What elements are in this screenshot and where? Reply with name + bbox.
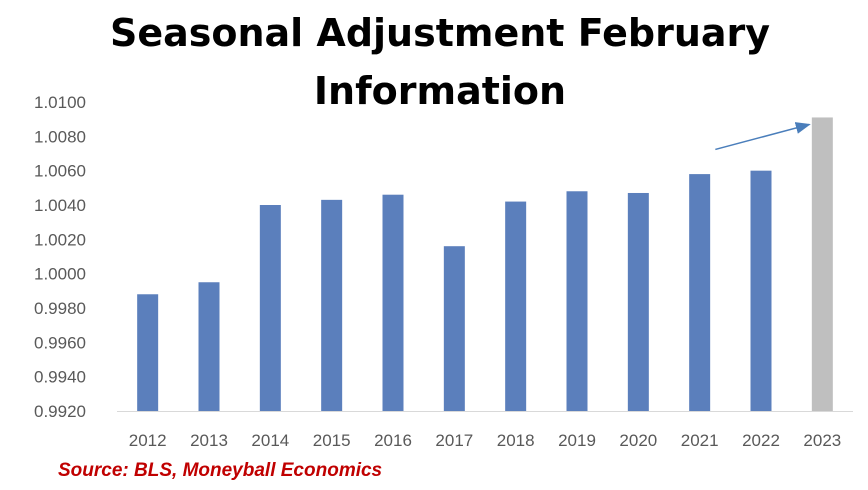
y-tick-label: 0.9920 bbox=[34, 402, 86, 421]
y-tick-label: 1.0100 bbox=[34, 93, 86, 112]
x-axis-ticks: 2012 2013 2014 2015 2016 2017 2018 2019 2020 2021… bbox=[129, 431, 841, 450]
bar-2022 bbox=[750, 170, 772, 411]
bar-2020 bbox=[627, 192, 649, 411]
x-tick-label: 2019 bbox=[558, 431, 596, 450]
y-tick-label: 1.0040 bbox=[34, 196, 86, 215]
x-tick-label: 2022 bbox=[742, 431, 780, 450]
bar-2015 bbox=[321, 199, 343, 411]
bar-2016 bbox=[382, 194, 404, 411]
x-tick-label: 2021 bbox=[681, 431, 719, 450]
x-tick-label: 2013 bbox=[190, 431, 228, 450]
chart-title-line-2: Information bbox=[314, 69, 566, 113]
source-note: Source: BLS, Moneyball Economics bbox=[58, 460, 382, 481]
x-tick-label: 2020 bbox=[619, 431, 657, 450]
x-tick-label: 2016 bbox=[374, 431, 412, 450]
x-tick-label: 2015 bbox=[313, 431, 351, 450]
x-tick-label: 2017 bbox=[435, 431, 473, 450]
bar-2014 bbox=[259, 205, 281, 411]
bar-2018 bbox=[505, 201, 527, 411]
bar-2019 bbox=[566, 191, 588, 411]
y-tick-label: 0.9960 bbox=[34, 333, 86, 352]
y-tick-label: 1.0060 bbox=[34, 162, 86, 181]
y-tick-label: 0.9940 bbox=[34, 368, 86, 387]
x-tick-label: 2014 bbox=[251, 431, 289, 450]
bar-2013 bbox=[198, 282, 220, 411]
bar-2023 bbox=[811, 117, 833, 411]
y-tick-label: 1.0000 bbox=[34, 265, 86, 284]
bar-2021 bbox=[689, 174, 711, 411]
y-axis-ticks: 0.9920 0.9940 0.9960 0.9980 1.0000 1.0020 1.00… bbox=[34, 93, 86, 421]
x-tick-label: 2018 bbox=[497, 431, 535, 450]
bar-2012 bbox=[137, 294, 159, 411]
y-tick-label: 1.0020 bbox=[34, 230, 86, 249]
bars bbox=[137, 117, 833, 411]
chart-title-line-1: Seasonal Adjustment February bbox=[110, 11, 770, 55]
x-tick-label: 2023 bbox=[803, 431, 841, 450]
annotation-arrow bbox=[715, 122, 811, 151]
y-tick-label: 0.9980 bbox=[34, 299, 86, 318]
y-tick-label: 1.0080 bbox=[34, 127, 86, 146]
bar-2017 bbox=[443, 246, 465, 411]
x-tick-label: 2012 bbox=[129, 431, 167, 450]
